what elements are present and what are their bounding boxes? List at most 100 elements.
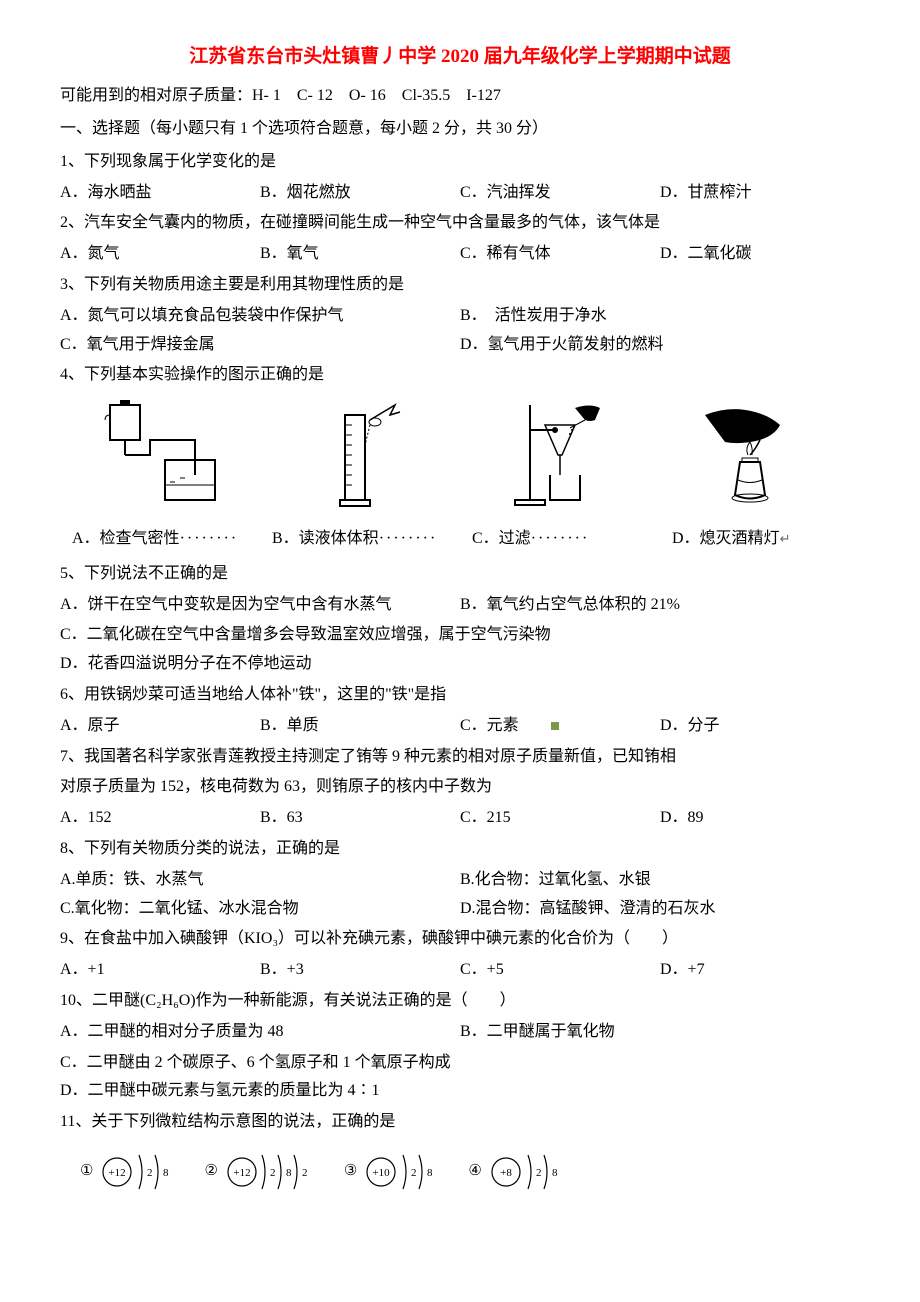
q2-opt-d: D．二氧化碳 <box>660 240 860 269</box>
q8-opt-a: A.单质：铁、水蒸气 <box>60 866 460 895</box>
q4-fig-c <box>460 400 660 521</box>
question-10-options-cd: C．二甲醚由 2 个碳原子、6 个氢原子和 1 个氧原子构成 D．二甲醚中碳元素… <box>60 1049 860 1107</box>
svg-text:2: 2 <box>411 1167 417 1179</box>
atom-4-num: ④ <box>468 1158 481 1185</box>
atom-3-icon: +10 2 8 <box>363 1147 438 1197</box>
atom-2: ② +12 2 8 2 <box>204 1147 313 1197</box>
atom-1-icon: +12 2 8 <box>99 1147 174 1197</box>
section-1-header: 一、选择题（每小题只有 1 个选项符合题意，每小题 2 分，共 30 分） <box>60 115 860 144</box>
q7-opt-c: C．215 <box>460 804 660 833</box>
q1-opt-c: C．汽油挥发 <box>460 179 660 208</box>
svg-text:8: 8 <box>427 1167 433 1179</box>
filter-icon <box>500 400 620 510</box>
q4-fig-d <box>660 400 860 521</box>
question-11-stem: 11、关于下列微粒结构示意图的说法，正确的是 <box>60 1108 860 1137</box>
atom-4-icon: +8 2 8 <box>488 1147 563 1197</box>
q1-opt-a: A．海水晒盐 <box>60 179 260 208</box>
airtight-check-icon <box>100 400 220 510</box>
question-10-stem: 10、二甲醚(C₂H₆O)作为一种新能源，有关说法正确的是（ ） <box>60 987 860 1016</box>
question-3-stem: 3、下列有关物质用途主要是利用其物理性质的是 <box>60 271 860 300</box>
question-7-options: A．152 B．63 C．215 D．89 <box>60 804 860 833</box>
q10-opt-a: A．二甲醚的相对分子质量为 48 <box>60 1018 460 1047</box>
question-2-options: A．氮气 B．氧气 C．稀有气体 D．二氧化碳 <box>60 240 860 269</box>
q2-opt-c: C．稀有气体 <box>460 240 660 269</box>
q7-opt-b: B．63 <box>260 804 460 833</box>
q4-label-c: C．过滤········ <box>460 525 660 554</box>
atom-1-num: ① <box>80 1158 93 1185</box>
question-8-stem: 8、下列有关物质分类的说法，正确的是 <box>60 835 860 864</box>
question-7-stem-2: 对原子质量为 152，核电荷数为 63，则铕原子的核内中子数为 <box>60 773 860 802</box>
q6-opt-d: D．分子 <box>660 712 860 741</box>
question-5-options-ab: A．饼干在空气中变软是因为空气中含有水蒸气 B．氧气约占空气总体积的 21% <box>60 591 860 620</box>
atom-4: ④ +8 2 8 <box>468 1147 562 1197</box>
q9-opt-b: B．+3 <box>260 956 460 985</box>
exam-title: 江苏省东台市头灶镇曹丿中学 2020 届九年级化学上学期期中试题 <box>60 40 860 74</box>
svg-text:8: 8 <box>286 1167 292 1179</box>
q11-atoms: ① +12 2 8 ② +12 2 8 2 ③ +10 2 <box>80 1147 860 1197</box>
q1-opt-b: B．烟花燃放 <box>260 179 460 208</box>
svg-text:+12: +12 <box>109 1167 126 1179</box>
q3-opt-d: D．氢气用于火箭发射的燃料 <box>460 331 860 360</box>
q7-opt-a: A．152 <box>60 804 260 833</box>
q8-opt-b: B.化合物：过氧化氢、水银 <box>460 866 860 895</box>
q6-opt-b: B．单质 <box>260 712 460 741</box>
question-3-options: A．氮气可以填充食品包装袋中作保护气 B． 活性炭用于净水 C．氧气用于焊接金属… <box>60 302 860 360</box>
svg-text:+10: +10 <box>373 1167 391 1179</box>
q5-opt-b: B．氧气约占空气总体积的 21% <box>460 591 860 620</box>
q3-opt-c: C．氧气用于焊接金属 <box>60 331 460 360</box>
question-5-options-cd: C．二氧化碳在空气中含量增多会导致温室效应增强，属于空气污染物 D．花香四溢说明… <box>60 621 860 679</box>
q8-opt-c: C.氧化物：二氧化锰、冰水混合物 <box>60 895 460 924</box>
question-5-stem: 5、下列说法不正确的是 <box>60 560 860 589</box>
question-9-options: A．+1 B．+3 C．+5 D．+7 <box>60 956 860 985</box>
atom-3-num: ③ <box>344 1158 357 1185</box>
q5-opt-a: A．饼干在空气中变软是因为空气中含有水蒸气 <box>60 591 460 620</box>
question-6-options: A．原子 B．单质 C．元素 D．分子 <box>60 712 860 741</box>
question-6-stem: 6、用铁锅炒菜可适当地给人体补"铁"，这里的"铁"是指 <box>60 681 860 710</box>
atom-3: ③ +10 2 8 <box>344 1147 438 1197</box>
q7-opt-d: D．89 <box>660 804 860 833</box>
return-icon: ↵ <box>780 531 791 546</box>
svg-text:2: 2 <box>302 1167 308 1179</box>
green-marker-icon <box>551 722 559 730</box>
q10-opt-d: D．二甲醚中碳元素与氢元素的质量比为 4∶1 <box>60 1077 860 1106</box>
q1-opt-d: D．甘蔗榨汁 <box>660 179 860 208</box>
q9-opt-a: A．+1 <box>60 956 260 985</box>
q5-opt-c: C．二氧化碳在空气中含量增多会导致温室效应增强，属于空气污染物 <box>60 621 860 650</box>
svg-text:8: 8 <box>552 1167 558 1179</box>
q9-opt-d: D．+7 <box>660 956 860 985</box>
q3-opt-b: B． 活性炭用于净水 <box>460 302 860 331</box>
q9-opt-c: C．+5 <box>460 956 660 985</box>
question-1-options: A．海水晒盐 B．烟花燃放 C．汽油挥发 D．甘蔗榨汁 <box>60 179 860 208</box>
q6-opt-c: C．元素 <box>460 712 660 741</box>
q4-fig-b <box>260 400 460 521</box>
atomic-mass-note: 可能用到的相对原子质量：H- 1 C- 12 O- 16 Cl-35.5 I-1… <box>60 82 860 111</box>
question-4-stem: 4、下列基本实验操作的图示正确的是 <box>60 361 860 390</box>
q10-opt-c: C．二甲醚由 2 个碳原子、6 个氢原子和 1 个氧原子构成 <box>60 1049 860 1078</box>
q4-figures <box>60 400 860 521</box>
q5-opt-d: D．花香四溢说明分子在不停地运动 <box>60 650 860 679</box>
q4-label-b: B．读液体体积········ <box>260 525 460 554</box>
svg-text:2: 2 <box>270 1167 276 1179</box>
q4-fig-a <box>60 400 260 521</box>
question-2-stem: 2、汽车安全气囊内的物质，在碰撞瞬间能生成一种空气中含量最多的气体，该气体是 <box>60 209 860 238</box>
question-1-stem: 1、下列现象属于化学变化的是 <box>60 148 860 177</box>
question-7-stem-1: 7、我国著名科学家张青莲教授主持测定了铕等 9 种元素的相对原子质量新值，已知铕… <box>60 743 860 772</box>
q8-opt-d: D.混合物：高锰酸钾、澄清的石灰水 <box>460 895 860 924</box>
question-8-options: A.单质：铁、水蒸气 B.化合物：过氧化氢、水银 C.氧化物：二氧化锰、冰水混合… <box>60 866 860 924</box>
atom-2-num: ② <box>204 1158 217 1185</box>
q6-opt-a: A．原子 <box>60 712 260 741</box>
read-volume-icon <box>300 400 420 510</box>
svg-text:2: 2 <box>147 1167 153 1179</box>
q2-opt-a: A．氮气 <box>60 240 260 269</box>
q4-label-a: A．检查气密性········ <box>60 525 260 554</box>
extinguish-lamp-icon <box>700 400 820 510</box>
q10-opt-b: B．二甲醚属于氧化物 <box>460 1018 860 1047</box>
q2-opt-b: B．氧气 <box>260 240 460 269</box>
question-9-stem: 9、在食盐中加入碘酸钾（KIO₃）可以补充碘元素，碘酸钾中碘元素的化合价为（ ） <box>60 925 860 954</box>
q4-labels: A．检查气密性········ B．读液体体积········ C．过滤····… <box>60 525 860 554</box>
svg-text:8: 8 <box>163 1167 169 1179</box>
q4-label-d: D．熄灭酒精灯↵ <box>660 525 860 554</box>
question-10-options-ab: A．二甲醚的相对分子质量为 48 B．二甲醚属于氧化物 <box>60 1018 860 1047</box>
q3-opt-a: A．氮气可以填充食品包装袋中作保护气 <box>60 302 460 331</box>
atom-1: ① +12 2 8 <box>80 1147 174 1197</box>
